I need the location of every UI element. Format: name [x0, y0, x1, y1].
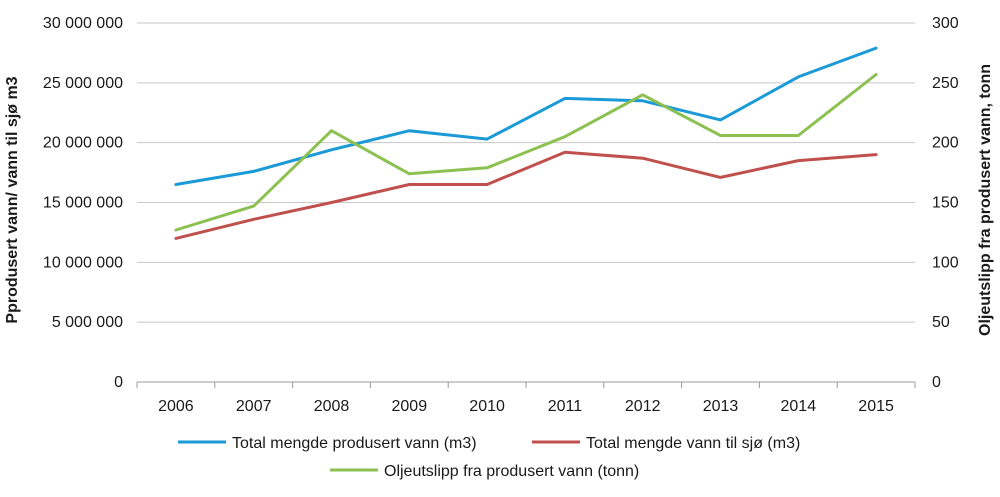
tick-labels: 0 5 000 000 10 000 000 15 000 000 20 000 000… [43, 15, 959, 415]
y-right-tick-label: 0 [932, 374, 941, 391]
y-right-tick-label: 200 [932, 135, 959, 152]
y-left-tick-label: 25 000 000 [43, 75, 123, 92]
y-left-tick-label: 20 000 000 [43, 135, 123, 152]
legend-item-produsert-vann: Total mengde produsert vann (m3) [178, 435, 477, 452]
series-line-3 [174, 73, 878, 232]
legend-label: Total mengde vann til sjø (m3) [586, 435, 800, 452]
y-axis-left-title: Pprodusert vann/ vann til sjø m3 [4, 76, 21, 323]
x-tick-label: 2008 [314, 398, 350, 415]
y-right-tick-label: 50 [932, 314, 950, 331]
series-line-1 [174, 46, 878, 186]
y-right-tick-label: 100 [932, 254, 959, 271]
x-tick-label: 2014 [781, 398, 817, 415]
x-tick-label: 2013 [703, 398, 739, 415]
x-tick-label: 2009 [392, 398, 428, 415]
series-line-2 [174, 150, 878, 240]
gridlines [137, 22, 915, 323]
y-left-tick-label: 15 000 000 [43, 195, 123, 212]
y-right-tick-label: 300 [932, 15, 959, 32]
y-left-tick-label: 30 000 000 [43, 15, 123, 32]
x-tick-label: 2012 [625, 398, 661, 415]
x-tick-label: 2015 [858, 398, 894, 415]
legend-item-vann-til-sjo: Total mengde vann til sjø (m3) [532, 435, 800, 452]
y-left-tick-label: 10 000 000 [43, 254, 123, 271]
x-tick-label: 2007 [236, 398, 272, 415]
y-right-tick-label: 250 [932, 75, 959, 92]
legend-label: Oljeutslipp fra produsert vann (tonn) [384, 463, 639, 480]
series-lines [174, 46, 878, 240]
x-tick-label: 2011 [548, 398, 583, 415]
y-left-tick-label: 5 000 000 [52, 314, 123, 331]
y-left-tick-label: 0 [114, 374, 123, 391]
y-axis-right-title: Oljeutslipp fra produsert vann, tonn [977, 64, 994, 336]
axes [136, 381, 916, 388]
legend: Total mengde produsert vann (m3) Total m… [178, 435, 800, 480]
legend-label: Total mengde produsert vann (m3) [232, 435, 477, 452]
y-right-tick-label: 150 [932, 195, 959, 212]
x-tick-label: 2006 [158, 398, 194, 415]
x-tick-label: 2010 [469, 398, 505, 415]
legend-item-oljeutslipp: Oljeutslipp fra produsert vann (tonn) [330, 463, 639, 480]
